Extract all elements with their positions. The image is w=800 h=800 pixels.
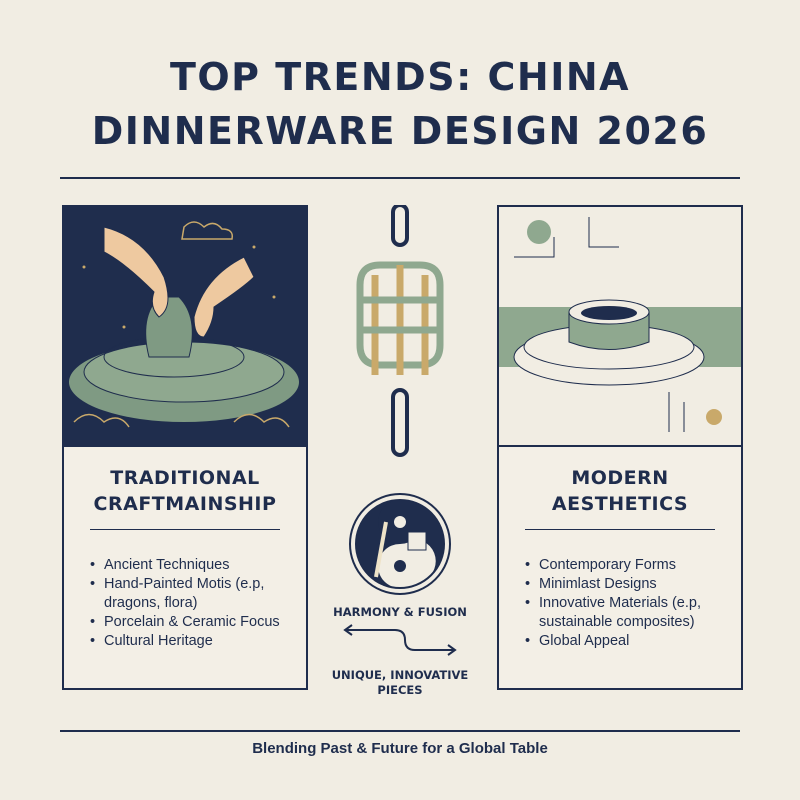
traditional-heading: TRADITIONAL CRAFTMAINSHIP xyxy=(93,467,277,515)
chinese-knot-icon xyxy=(356,205,444,457)
traditional-list: Ancient Techniques Hand-Painted Motis (e… xyxy=(90,556,306,651)
modern-bowl-illustration xyxy=(499,207,741,447)
footer-tagline: Blending Past & Future for a Global Tabl… xyxy=(252,740,548,757)
modern-heading: MODERN AESTHETICS xyxy=(551,467,689,515)
top-divider xyxy=(60,177,740,179)
list-item: Ancient Techniques xyxy=(90,556,306,575)
heading-divider xyxy=(90,529,280,530)
title-line-2: DINNERWARE DESIGN 2026 xyxy=(91,109,709,153)
bottom-divider xyxy=(60,730,740,732)
list-item: Global Appeal xyxy=(525,632,741,651)
page-title: TOP TRENDS: CHINA DINNERWARE DESIGN 2026 xyxy=(0,50,800,158)
list-item: Porcelain & Ceramic Focus xyxy=(90,613,306,632)
bidirectional-arrow-icon xyxy=(343,624,457,656)
heading-divider xyxy=(525,529,715,530)
modern-list: Contemporary Forms Minimlast Designs Inn… xyxy=(525,556,741,651)
list-item: Innovative Materials (e.p, sustainable c… xyxy=(525,594,741,632)
list-item: Minimlast Designs xyxy=(525,575,741,594)
yin-yang-brush-chip-icon xyxy=(349,493,451,595)
unique-label: UNIQUE, INNOVATIVE PIECES xyxy=(331,668,469,697)
harmony-label: HARMONY & FUSION xyxy=(333,605,467,619)
title-line-1: TOP TRENDS: CHINA xyxy=(169,55,631,99)
list-item: Cultural Heritage xyxy=(90,632,306,651)
list-item: Hand-Painted Motis (e.p, dragons, flora) xyxy=(90,575,306,613)
list-item: Contemporary Forms xyxy=(525,556,741,575)
pottery-wheel-illustration xyxy=(64,207,306,447)
